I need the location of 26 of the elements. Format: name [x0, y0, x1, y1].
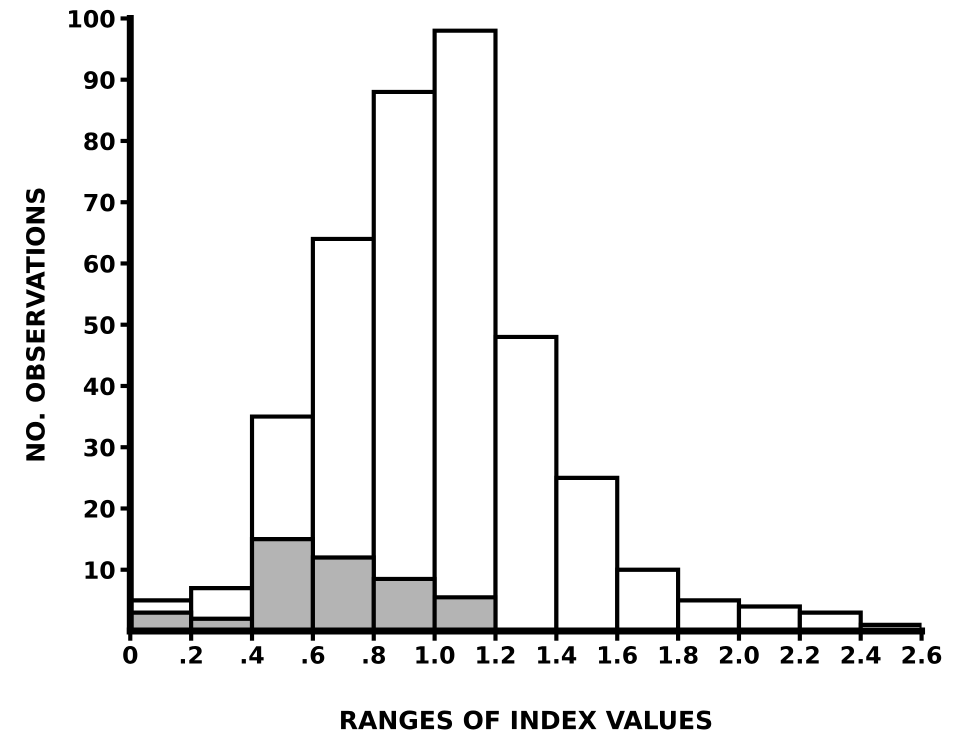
x-axis-title: RANGES OF INDEX VALUES	[341, 710, 712, 730]
y-tick-label: 80	[84, 132, 115, 150]
y-tick-label: 90	[84, 71, 115, 90]
x-tick-label: 1.4	[538, 646, 576, 664]
y-tick-label: 20	[84, 500, 115, 518]
x-tick-label: .2	[180, 646, 202, 664]
y-tick-label: 40	[84, 377, 115, 396]
x-tick-label: .6	[302, 646, 324, 664]
y-tick-label: 100	[69, 10, 115, 28]
x-tick-label: 0	[123, 646, 138, 664]
y-tick-label: 50	[84, 316, 115, 334]
y-tick-label: 70	[84, 194, 115, 212]
x-tick-label: 2.0	[720, 646, 759, 664]
x-tick-label: .8	[363, 646, 385, 664]
x-tick-label: 1.6	[598, 646, 637, 664]
x-tick-label: 2.4	[842, 646, 881, 664]
x-tick-label: 2.6	[902, 646, 942, 664]
y-tick-label: 10	[86, 561, 115, 580]
x-tick-label: 1.8	[660, 646, 698, 664]
y-tick-label: 60	[84, 254, 115, 273]
y-tick-label: 30	[84, 438, 115, 457]
x-tick-label: 1.0	[416, 646, 454, 664]
x-tick-label: 1.2	[477, 646, 514, 664]
x-tick-label: 2.2	[780, 646, 819, 664]
x-tick-label: .4	[242, 646, 264, 664]
y-axis-title: NO. OBSERVATIONS	[26, 188, 45, 460]
